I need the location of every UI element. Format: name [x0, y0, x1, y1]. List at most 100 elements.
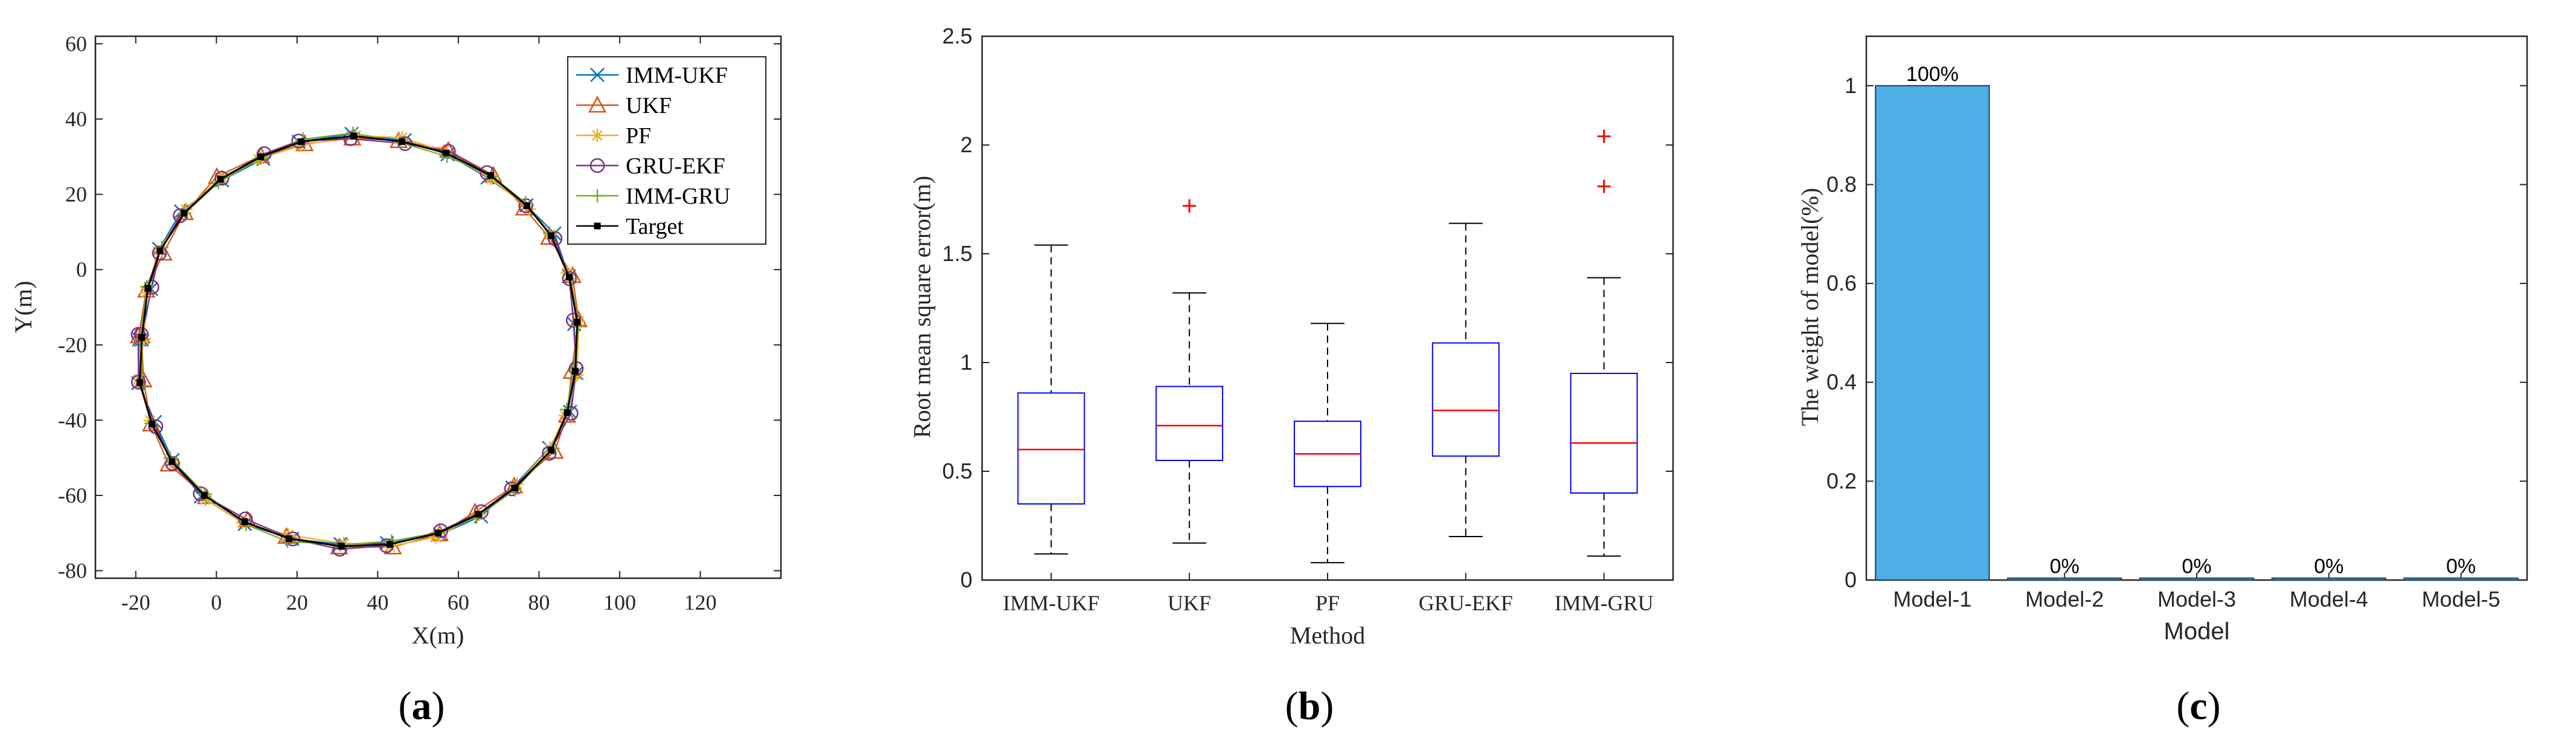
point-gru-ekf [214, 170, 230, 186]
point-target [565, 274, 573, 281]
point-gru-ekf [542, 445, 557, 461]
outlier-point [1183, 199, 1196, 213]
point-target [136, 379, 143, 386]
bar-model-4 [2271, 577, 2386, 581]
point-target [138, 334, 146, 341]
y-tick-label-a: 60 [65, 31, 87, 56]
point-target [574, 318, 581, 326]
point-target [144, 285, 152, 292]
point-pf [429, 530, 443, 544]
point-gru-ekf [165, 456, 180, 471]
point-target [398, 138, 405, 145]
point-target [217, 176, 224, 183]
point-pf [179, 202, 193, 216]
x-tick-label-b: GRU-EKF [1419, 591, 1513, 615]
panel-label-b: (b) [1285, 684, 1334, 728]
y-tick-label-b: 2.5 [942, 24, 972, 48]
legend-marker-imm-ukf [590, 68, 605, 82]
point-target [350, 132, 357, 140]
point-target [148, 421, 155, 428]
model-weight-chart: 0 0.2 0.4 0.6 0.8 1 Model-1 Model-2 Model-3 Model… [1796, 35, 2528, 645]
point-target [475, 511, 482, 518]
iqr-box [1017, 392, 1085, 505]
x-tick-label-b: IMM-UKF [1003, 591, 1099, 615]
y-tick-label-b: 0.5 [942, 459, 972, 483]
plot-area-b [981, 35, 1674, 581]
x-tick-label-b: IMM-GRU [1555, 591, 1654, 615]
iqr-box [1431, 342, 1500, 457]
x-tick-label-b: UKF [1168, 591, 1211, 615]
x-axis-label-b: Method [1290, 622, 1365, 649]
y-axis-label-b: Root mean square error(m) [908, 176, 936, 438]
box-imm-gru [1570, 129, 1638, 557]
point-target [241, 518, 248, 526]
point-target [435, 529, 442, 537]
point-gru-ekf [152, 245, 167, 261]
y-tick-label-c: 0.6 [1826, 271, 1857, 295]
box-ukf [1155, 199, 1224, 544]
x-tick-label-a: 100 [603, 590, 636, 614]
box-gru-ekf [1431, 222, 1500, 537]
point-gru-ekf [433, 523, 449, 538]
y-tick-label-c: 0.2 [1826, 468, 1857, 493]
point-target [169, 458, 176, 465]
x-tick-label-c: Model-3 [2157, 587, 2236, 611]
legend-marker-ukf [588, 95, 607, 113]
legend-label-imm-gru: IMM-GRU [626, 184, 730, 209]
point-gru-ekf [343, 131, 358, 146]
x-axis-label-c: Model [2164, 618, 2230, 645]
point-target [386, 541, 393, 548]
legend-label-ukf: UKF [626, 93, 672, 118]
y-tick-label-b: 2 [960, 132, 972, 157]
x-tick-label-a: 20 [286, 590, 308, 614]
x-tick-label-a: 60 [448, 590, 469, 614]
box-pf [1294, 323, 1361, 564]
x-tick-label-a: 0 [211, 590, 222, 614]
y-tick-label-a: 40 [65, 107, 87, 131]
x-tick-label-c: Model-2 [2025, 587, 2104, 611]
y-tick-label-c: 0.4 [1826, 370, 1857, 395]
panel-label-c-letter: c [2189, 684, 2207, 728]
iqr-box [1155, 385, 1224, 461]
data-label-model-5: 0% [2446, 555, 2476, 578]
point-gru-ekf [504, 481, 519, 497]
panel-label-a-letter: a [412, 684, 432, 728]
point-target [523, 202, 530, 209]
x-tick-label-a: 80 [528, 590, 550, 614]
bar-model-1 [1875, 85, 1990, 581]
legend-label-pf: PF [626, 123, 651, 149]
legend-marker-pf [591, 129, 604, 142]
y-tick-label-b: 1 [960, 350, 972, 375]
point-target [487, 172, 494, 179]
point-gru-ekf [474, 504, 489, 520]
series-target [136, 132, 581, 550]
y-axis-label-a: Y(m) [10, 281, 37, 334]
y-tick-label-a: -40 [58, 408, 87, 432]
point-target [572, 367, 579, 375]
y-tick-label-b: 0 [960, 567, 972, 592]
rmse-boxplot: 0 0.5 1 1.5 2 2.5 IMM-UKF UKF PF GRU-EKF IMM-GRU M… [908, 24, 1674, 649]
y-tick-label-c: 0 [1845, 567, 1857, 592]
y-tick-label-c: 1 [1845, 73, 1857, 98]
x-tick-label-a: 120 [684, 590, 716, 614]
x-tick-label-a: 40 [367, 590, 388, 614]
box-imm-ukf [1017, 244, 1085, 555]
legend-box-a [567, 56, 766, 245]
legend-a: IMM-UKF UKF PF GRU-EKF IMM-GRU Target [567, 56, 766, 245]
y-tick-label-c: 0.8 [1826, 172, 1857, 196]
x-tick-label-c: Model-1 [1893, 587, 1971, 611]
x-tick-label-b: PF [1315, 591, 1340, 615]
outlier-point [1597, 179, 1611, 193]
legend-label-imm-ukf: IMM-UKF [626, 63, 728, 88]
y-axis-label-c: The weight of model(%) [1796, 188, 1823, 426]
bar-model-5 [2403, 577, 2519, 581]
point-target [443, 149, 450, 156]
bar-model-3 [2139, 577, 2255, 581]
point-target [338, 543, 345, 550]
legend-marker-target [594, 222, 601, 230]
point-target [547, 232, 554, 239]
line-target [138, 135, 579, 547]
x-tick-label-c: Model-5 [2422, 587, 2501, 611]
point-pf [294, 138, 307, 152]
